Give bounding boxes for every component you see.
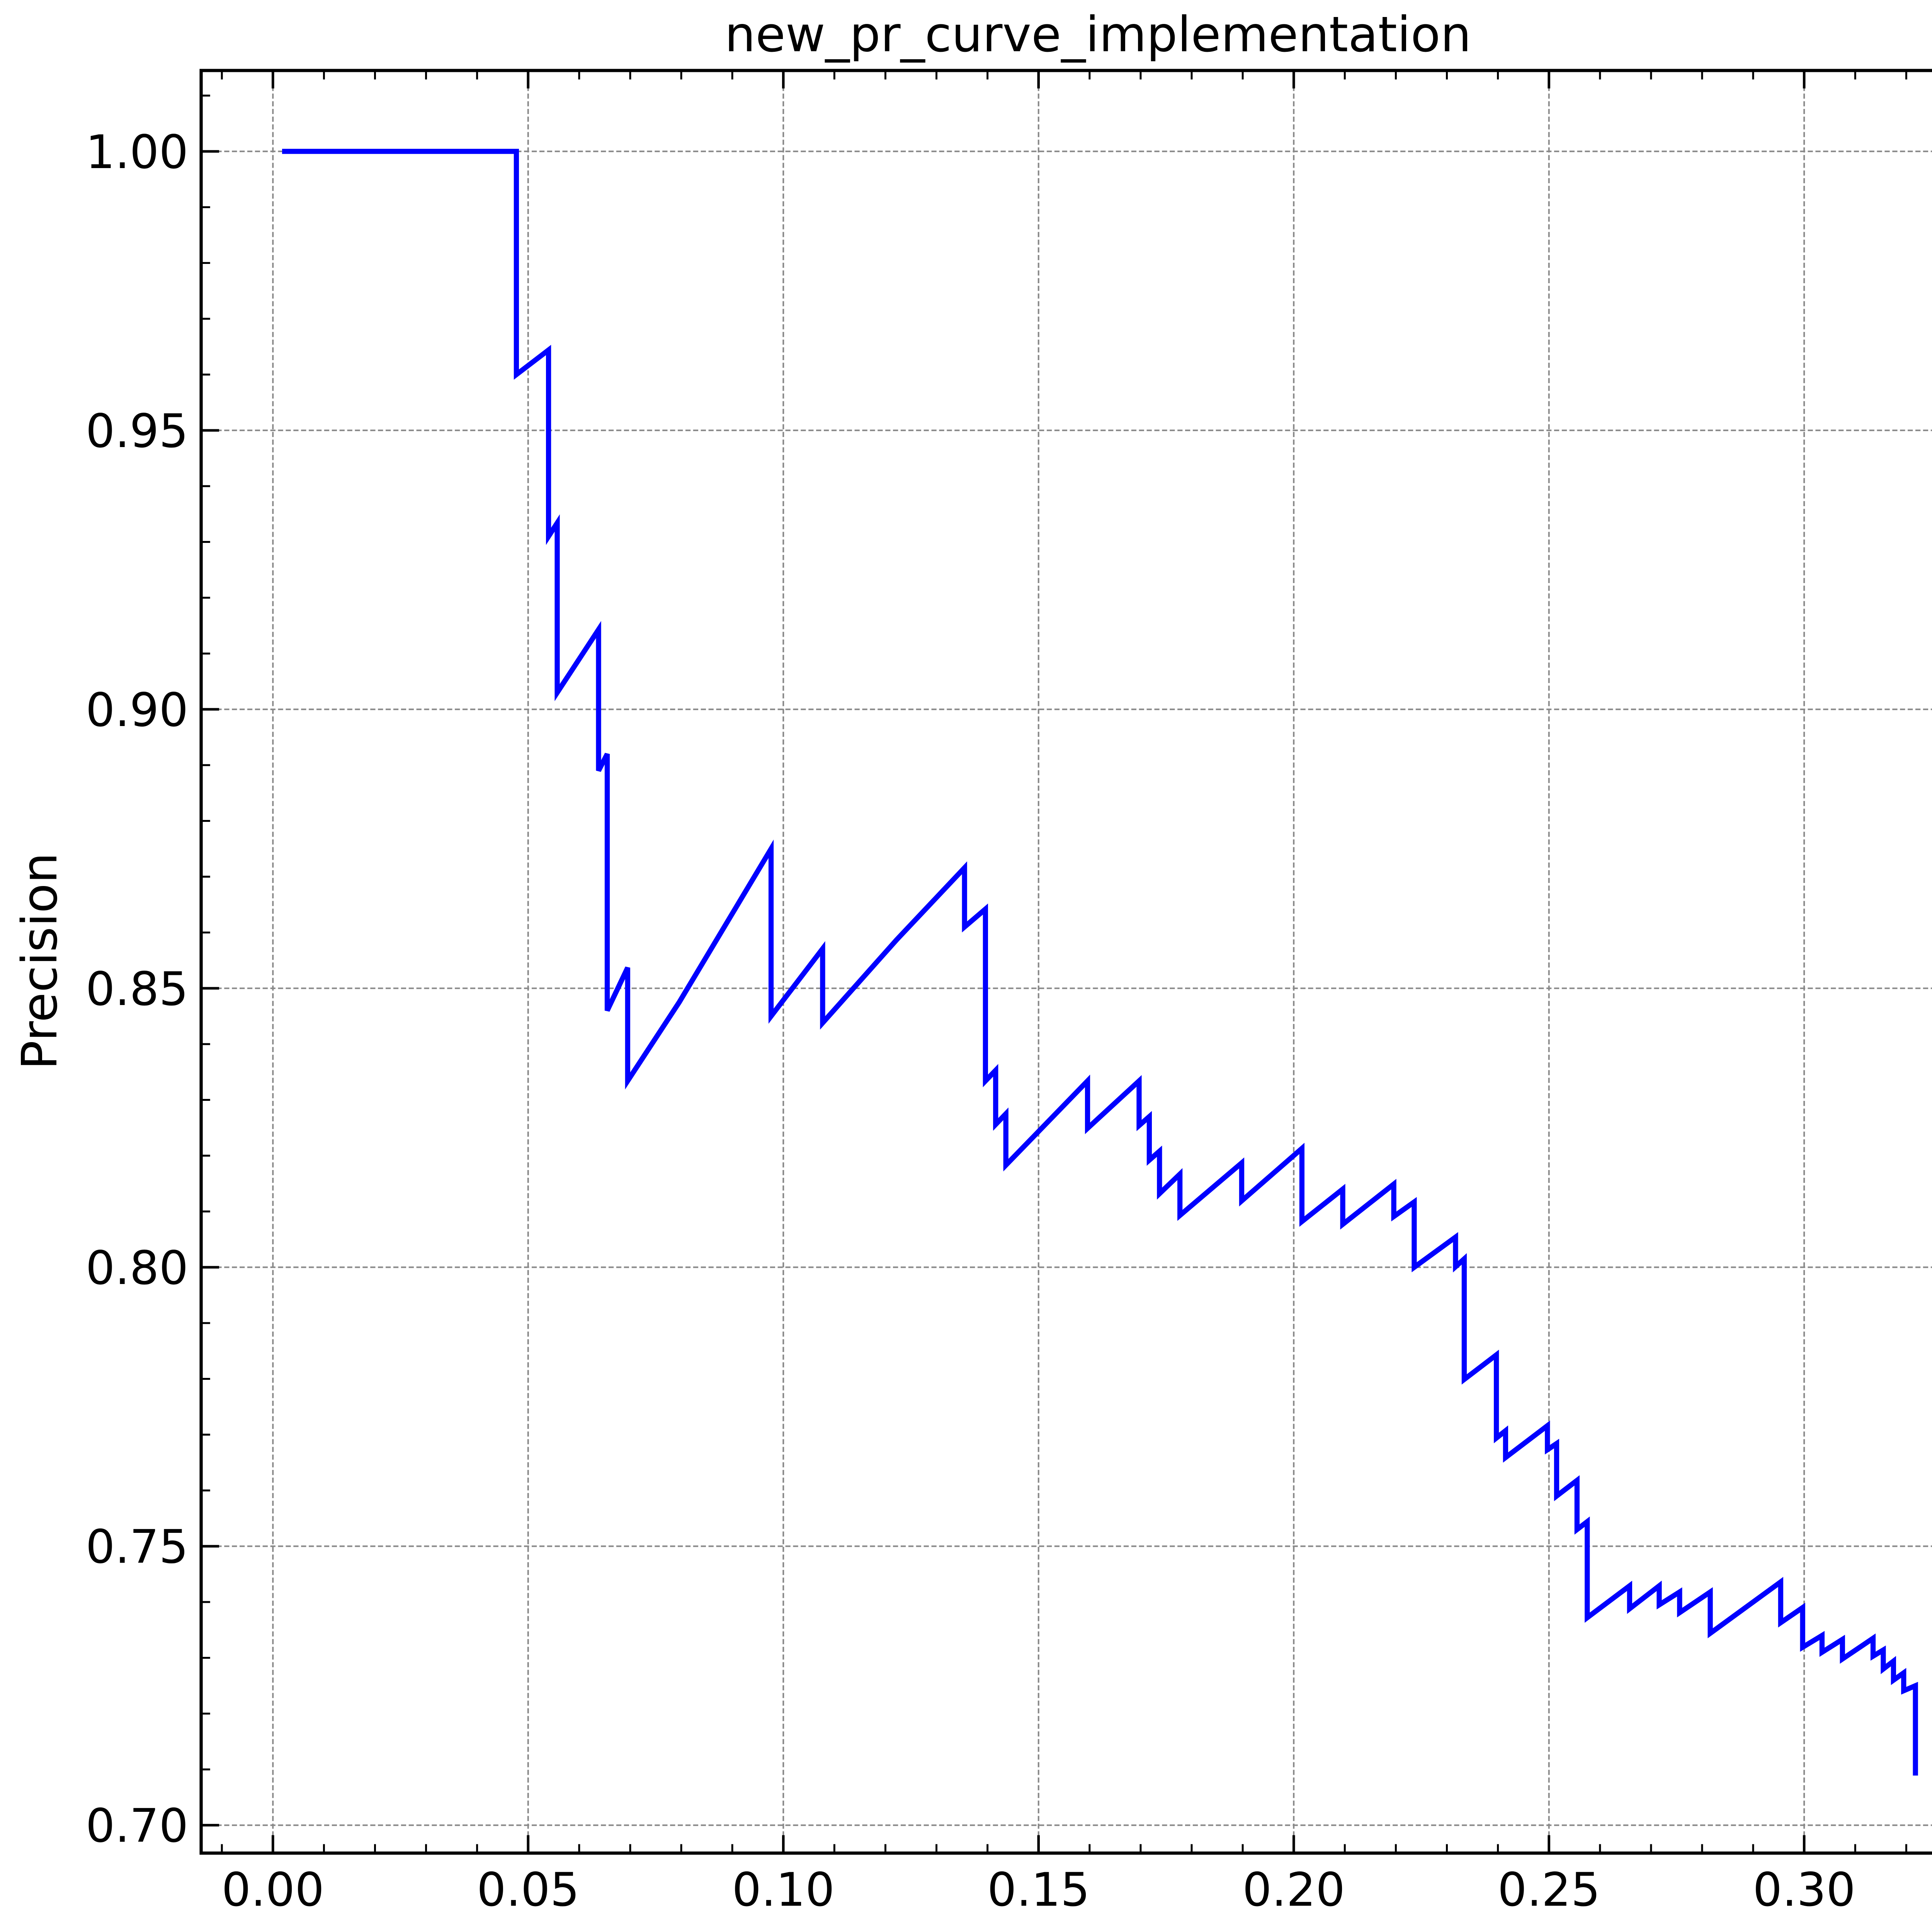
x-tick-label: 0.05 xyxy=(477,1863,580,1917)
x-tick-label: 0.30 xyxy=(1753,1863,1855,1917)
y-tick-label: 0.80 xyxy=(86,1242,189,1295)
x-tick-label: 0.00 xyxy=(221,1863,324,1917)
pr-curve xyxy=(282,149,1918,1776)
y-tick-label: 0.70 xyxy=(86,1799,189,1853)
x-tick-label: 0.10 xyxy=(732,1863,835,1917)
plot-frame xyxy=(199,69,1932,1855)
y-tick-label: 0.85 xyxy=(86,963,189,1016)
x-tick-label: 0.15 xyxy=(987,1863,1090,1917)
x-axis-label: Recall xyxy=(1026,1925,1171,1932)
x-tick-label: 0.20 xyxy=(1242,1863,1345,1917)
y-tick-label: 0.90 xyxy=(86,684,189,737)
y-tick-label: 1.00 xyxy=(86,126,189,179)
y-tick-label: 0.95 xyxy=(86,405,189,458)
x-tick-label: 0.25 xyxy=(1498,1863,1600,1917)
y-tick-label: 0.75 xyxy=(86,1520,189,1574)
chart-title: new_pr_curve_implementation xyxy=(724,6,1471,63)
y-axis-label: Precision xyxy=(11,852,68,1070)
